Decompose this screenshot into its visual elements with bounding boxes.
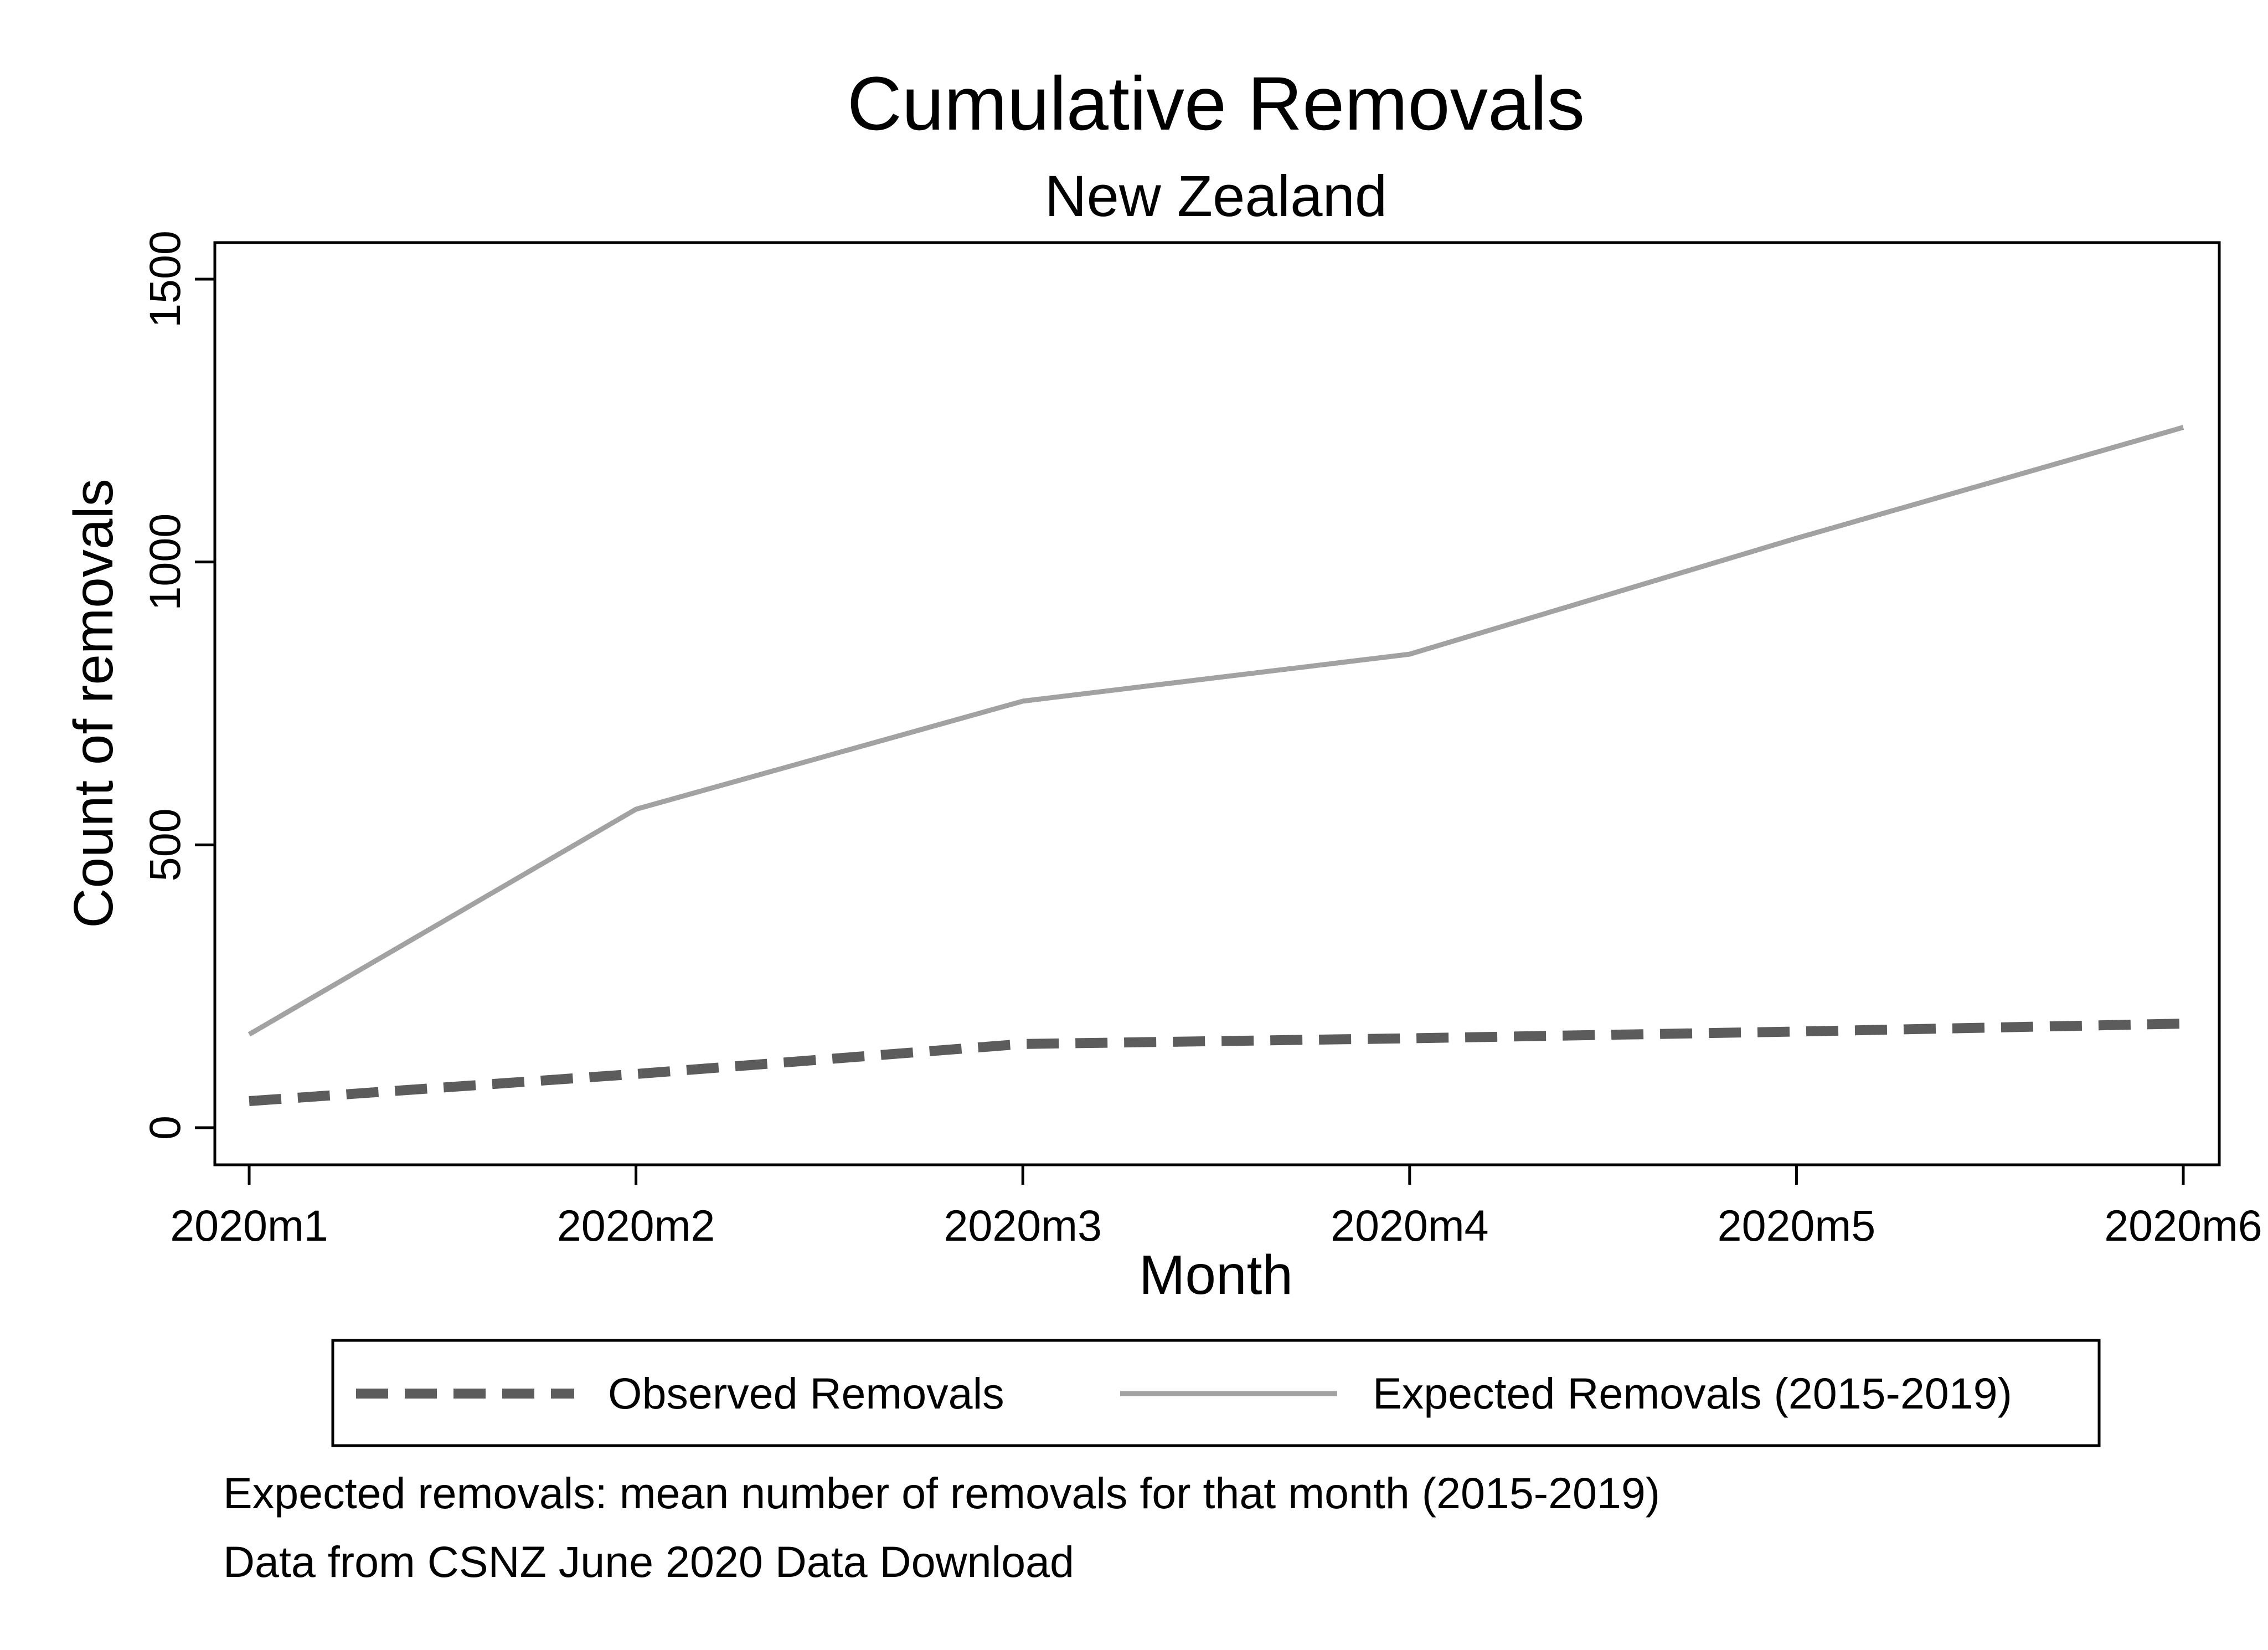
chart-subtitle: New Zealand [1045,164,1388,229]
y-tick-label: 500 [140,808,189,881]
x-tick-label: 2020m5 [1718,1201,1876,1250]
y-tick-label: 1500 [140,230,189,328]
legend-label-observed: Observed Removals [608,1369,1004,1418]
series-line-observed [249,1019,2184,1106]
y-tick-label: 1000 [140,513,189,611]
x-tick-label: 2020m1 [170,1201,328,1250]
series-layer [248,425,2184,1106]
legend: Observed Removals Expected Removals (201… [331,1339,2101,1447]
y-axis-title: Count of removals [63,479,125,928]
y-tick-label: 0 [140,1116,189,1140]
chart-title: Cumulative Removals [847,61,1585,146]
x-tick-label: 2020m2 [557,1201,715,1250]
legend-box [331,1339,2101,1447]
note-line-2: Data from CSNZ June 2020 Data Download [223,1537,1074,1586]
x-tick-label: 2020m6 [2104,1201,2262,1250]
x-axis-title: Month [1139,1244,1293,1306]
x-tick-label: 2020m4 [1331,1201,1489,1250]
y-axis: 0 500 1000 1500 [140,230,215,1140]
note-line-1: Expected removals: mean number of remova… [223,1468,1660,1518]
series-line-expected [248,425,2184,1037]
plot-area [213,241,2221,1166]
legend-label-expected: Expected Removals (2015-2019) [1373,1369,2012,1418]
x-axis: 2020m1 2020m2 2020m3 2020m4 2020m5 2020m6 [170,1165,2262,1250]
x-tick-label: 2020m3 [944,1201,1102,1250]
